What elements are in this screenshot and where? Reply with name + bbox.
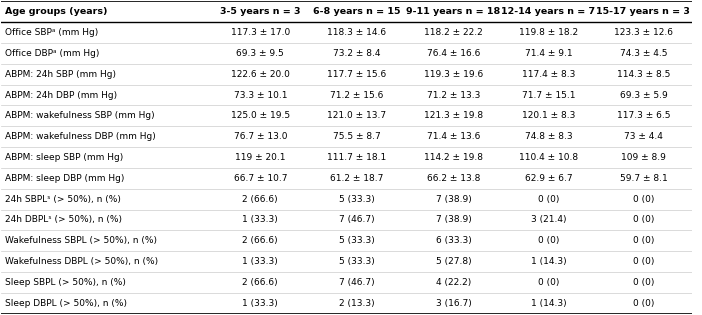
Text: 118.3 ± 14.6: 118.3 ± 14.6 — [327, 28, 387, 37]
Text: 0 (0): 0 (0) — [538, 278, 559, 287]
Text: 73 ± 4.4: 73 ± 4.4 — [624, 132, 663, 141]
Text: Office DBPᵃ (mm Hg): Office DBPᵃ (mm Hg) — [5, 49, 99, 58]
Text: 109 ± 8.9: 109 ± 8.9 — [621, 153, 666, 162]
Text: 2 (13.3): 2 (13.3) — [339, 299, 375, 308]
Text: 0 (0): 0 (0) — [633, 278, 654, 287]
Text: 119 ± 20.1: 119 ± 20.1 — [235, 153, 286, 162]
Text: 0 (0): 0 (0) — [633, 299, 654, 308]
Text: 119.8 ± 18.2: 119.8 ± 18.2 — [519, 28, 578, 37]
Text: 123.3 ± 12.6: 123.3 ± 12.6 — [614, 28, 673, 37]
Text: 111.7 ± 18.1: 111.7 ± 18.1 — [327, 153, 387, 162]
Text: 73.3 ± 10.1: 73.3 ± 10.1 — [234, 90, 287, 100]
Text: 62.9 ± 6.7: 62.9 ± 6.7 — [524, 174, 572, 183]
Text: 74.8 ± 8.3: 74.8 ± 8.3 — [524, 132, 572, 141]
Text: 0 (0): 0 (0) — [538, 195, 559, 203]
Text: 69.3 ± 5.9: 69.3 ± 5.9 — [620, 90, 668, 100]
Text: Wakefulness DBPL (> 50%), n (%): Wakefulness DBPL (> 50%), n (%) — [5, 257, 158, 266]
Text: 7 (46.7): 7 (46.7) — [339, 278, 375, 287]
Text: 9-11 years n = 18: 9-11 years n = 18 — [406, 7, 501, 16]
Text: 7 (46.7): 7 (46.7) — [339, 215, 375, 225]
Text: 114.2 ± 19.8: 114.2 ± 19.8 — [424, 153, 483, 162]
Text: Sleep DBPL (> 50%), n (%): Sleep DBPL (> 50%), n (%) — [5, 299, 127, 308]
Text: 73.2 ± 8.4: 73.2 ± 8.4 — [333, 49, 380, 58]
Text: 117.3 ± 6.5: 117.3 ± 6.5 — [616, 112, 670, 120]
Text: 76.7 ± 13.0: 76.7 ± 13.0 — [234, 132, 287, 141]
Text: 75.5 ± 8.7: 75.5 ± 8.7 — [333, 132, 380, 141]
Text: 3 (21.4): 3 (21.4) — [531, 215, 567, 225]
Text: 125.0 ± 19.5: 125.0 ± 19.5 — [231, 112, 290, 120]
Text: 71.4 ± 13.6: 71.4 ± 13.6 — [427, 132, 480, 141]
Text: Sleep SBPL (> 50%), n (%): Sleep SBPL (> 50%), n (%) — [5, 278, 126, 287]
Text: 2 (66.6): 2 (66.6) — [242, 278, 278, 287]
Text: Wakefulness SBPL (> 50%), n (%): Wakefulness SBPL (> 50%), n (%) — [5, 236, 157, 245]
Text: ABPM: sleep DBP (mm Hg): ABPM: sleep DBP (mm Hg) — [5, 174, 124, 183]
Text: 15-17 years n = 3: 15-17 years n = 3 — [597, 7, 690, 16]
Text: 5 (33.3): 5 (33.3) — [339, 257, 375, 266]
Text: 61.2 ± 18.7: 61.2 ± 18.7 — [330, 174, 383, 183]
Text: 12-14 years n = 7: 12-14 years n = 7 — [501, 7, 595, 16]
Text: 71.2 ± 15.6: 71.2 ± 15.6 — [330, 90, 383, 100]
Text: 0 (0): 0 (0) — [633, 195, 654, 203]
Text: 1 (14.3): 1 (14.3) — [531, 257, 567, 266]
Text: 71.7 ± 15.1: 71.7 ± 15.1 — [522, 90, 575, 100]
Text: 76.4 ± 16.6: 76.4 ± 16.6 — [427, 49, 480, 58]
Text: 59.7 ± 8.1: 59.7 ± 8.1 — [620, 174, 668, 183]
Text: 71.2 ± 13.3: 71.2 ± 13.3 — [427, 90, 480, 100]
Text: 0 (0): 0 (0) — [633, 236, 654, 245]
Text: 5 (27.8): 5 (27.8) — [436, 257, 471, 266]
Text: 1 (33.3): 1 (33.3) — [242, 257, 278, 266]
Text: 121.3 ± 19.8: 121.3 ± 19.8 — [424, 112, 483, 120]
Text: 117.4 ± 8.3: 117.4 ± 8.3 — [522, 70, 575, 79]
Text: 71.4 ± 9.1: 71.4 ± 9.1 — [524, 49, 572, 58]
Text: ABPM: wakefulness SBP (mm Hg): ABPM: wakefulness SBP (mm Hg) — [5, 112, 154, 120]
Text: 7 (38.9): 7 (38.9) — [436, 195, 472, 203]
Text: 24h DBPLˢ (> 50%), n (%): 24h DBPLˢ (> 50%), n (%) — [5, 215, 122, 225]
Text: 118.2 ± 22.2: 118.2 ± 22.2 — [424, 28, 483, 37]
Text: 24h SBPLˢ (> 50%), n (%): 24h SBPLˢ (> 50%), n (%) — [5, 195, 121, 203]
Text: 120.1 ± 8.3: 120.1 ± 8.3 — [522, 112, 575, 120]
Text: 3 (16.7): 3 (16.7) — [436, 299, 472, 308]
Text: 4 (22.2): 4 (22.2) — [436, 278, 471, 287]
Text: ABPM: 24h SBP (mm Hg): ABPM: 24h SBP (mm Hg) — [5, 70, 116, 79]
Text: 2 (66.6): 2 (66.6) — [242, 195, 278, 203]
Text: 6-8 years n = 15: 6-8 years n = 15 — [313, 7, 401, 16]
Text: 114.3 ± 8.5: 114.3 ± 8.5 — [617, 70, 670, 79]
Text: ABPM: sleep SBP (mm Hg): ABPM: sleep SBP (mm Hg) — [5, 153, 123, 162]
Text: 5 (33.3): 5 (33.3) — [339, 236, 375, 245]
Text: ABPM: 24h DBP (mm Hg): ABPM: 24h DBP (mm Hg) — [5, 90, 117, 100]
Text: 2 (66.6): 2 (66.6) — [242, 236, 278, 245]
Text: 1 (33.3): 1 (33.3) — [242, 215, 278, 225]
Text: 66.2 ± 13.8: 66.2 ± 13.8 — [427, 174, 480, 183]
Text: ABPM: wakefulness DBP (mm Hg): ABPM: wakefulness DBP (mm Hg) — [5, 132, 156, 141]
Text: 69.3 ± 9.5: 69.3 ± 9.5 — [237, 49, 284, 58]
Text: 110.4 ± 10.8: 110.4 ± 10.8 — [519, 153, 578, 162]
Text: 121.0 ± 13.7: 121.0 ± 13.7 — [327, 112, 387, 120]
Text: 117.7 ± 15.6: 117.7 ± 15.6 — [327, 70, 387, 79]
Text: 0 (0): 0 (0) — [538, 236, 559, 245]
Text: Age groups (years): Age groups (years) — [5, 7, 107, 16]
Text: 117.3 ± 17.0: 117.3 ± 17.0 — [231, 28, 290, 37]
Text: 122.6 ± 20.0: 122.6 ± 20.0 — [231, 70, 290, 79]
Text: 66.7 ± 10.7: 66.7 ± 10.7 — [234, 174, 287, 183]
Text: 74.3 ± 4.5: 74.3 ± 4.5 — [620, 49, 667, 58]
Text: 7 (38.9): 7 (38.9) — [436, 215, 472, 225]
Text: 6 (33.3): 6 (33.3) — [436, 236, 472, 245]
Text: 5 (33.3): 5 (33.3) — [339, 195, 375, 203]
Text: 3-5 years n = 3: 3-5 years n = 3 — [220, 7, 300, 16]
Text: 0 (0): 0 (0) — [633, 257, 654, 266]
Text: 1 (33.3): 1 (33.3) — [242, 299, 278, 308]
Text: Office SBPᵃ (mm Hg): Office SBPᵃ (mm Hg) — [5, 28, 98, 37]
Text: 1 (14.3): 1 (14.3) — [531, 299, 567, 308]
Text: 0 (0): 0 (0) — [633, 215, 654, 225]
Text: 119.3 ± 19.6: 119.3 ± 19.6 — [424, 70, 483, 79]
